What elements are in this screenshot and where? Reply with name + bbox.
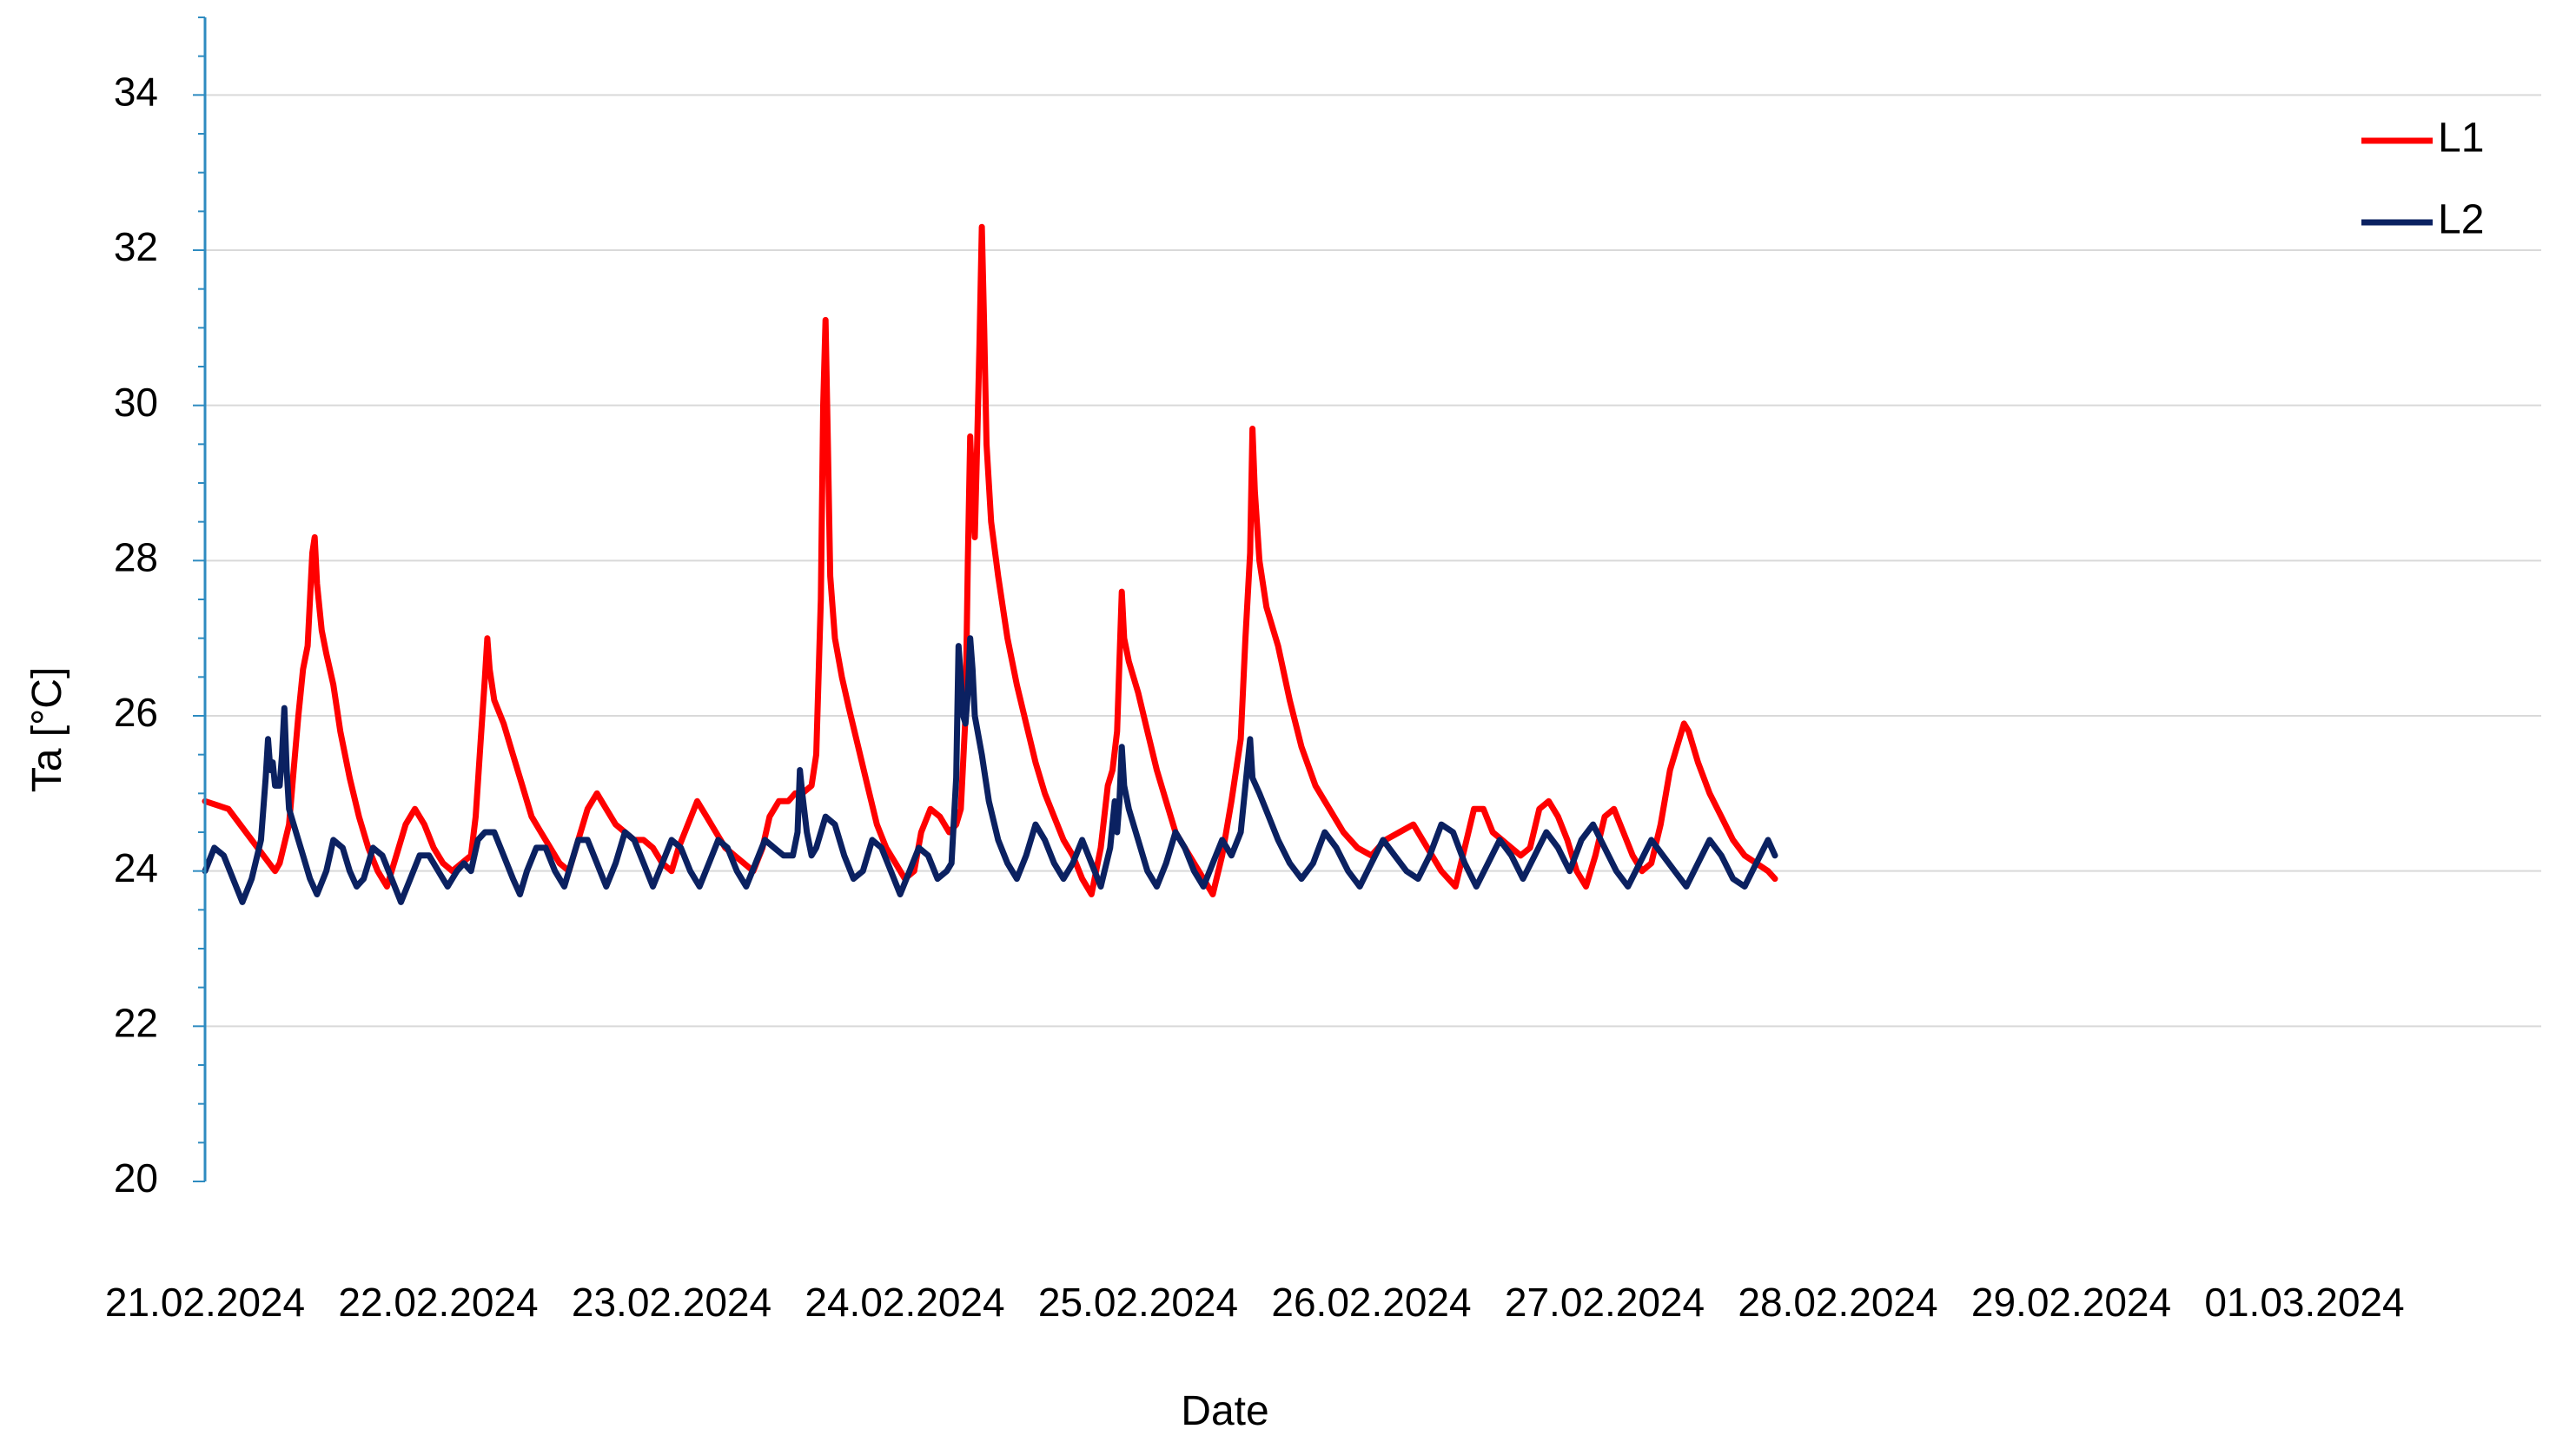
x-tick-label: 29.02.2024 [1971, 1280, 2171, 1325]
x-tick-label: 24.02.2024 [805, 1280, 1004, 1325]
legend: L1 L2 [2361, 116, 2484, 243]
legend-label-l1: L1 [2438, 116, 2484, 162]
x-tick-label: 25.02.2024 [1038, 1280, 1238, 1325]
x-tick-label: 22.02.2024 [338, 1280, 538, 1325]
y-axis-title: Ta [°C] [24, 667, 70, 793]
y-tick-label: 20 [114, 1155, 158, 1201]
legend-label-l2: L2 [2438, 197, 2484, 243]
series-line-l2 [202, 635, 1778, 905]
x-tick-label: 26.02.2024 [1271, 1280, 1471, 1325]
x-tick-label: 21.02.2024 [105, 1280, 305, 1325]
y-tick-label: 28 [114, 534, 158, 579]
y-tick-label: 32 [114, 224, 158, 269]
x-tick-label: 23.02.2024 [572, 1280, 771, 1325]
gridlines [205, 94, 2541, 1028]
x-tick-label: 01.03.2024 [2204, 1280, 2404, 1325]
series-layer [202, 223, 1778, 905]
y-tick-label: 34 [114, 69, 158, 114]
x-axis: 21.02.2024 22.02.2024 23.02.2024 24.02.2024… [105, 1280, 2405, 1325]
x-axis-title: Date [1181, 1388, 1268, 1434]
y-axis: 20 22 24 26 28 30 32 34 [114, 17, 207, 1201]
y-tick-label: 26 [114, 690, 158, 735]
x-tick-label: 28.02.2024 [1738, 1280, 1937, 1325]
x-tick-label: 27.02.2024 [1505, 1280, 1705, 1325]
y-tick-label: 24 [114, 845, 158, 890]
y-tick-label: 22 [114, 1000, 158, 1045]
y-tick-label: 30 [114, 380, 158, 425]
